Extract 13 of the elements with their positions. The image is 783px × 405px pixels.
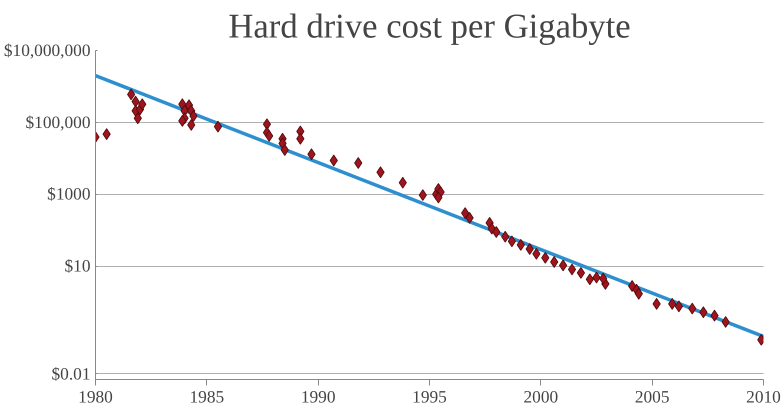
- x-tick-label: 1995: [412, 388, 447, 405]
- y-tick-label: $0.01: [52, 364, 91, 384]
- x-tick-label: 2010: [746, 388, 781, 405]
- y-tick-label: $1000: [47, 184, 91, 204]
- y-tick-label: $10,000,000: [4, 41, 90, 60]
- y-tick-label: $10: [64, 256, 91, 276]
- x-tick-label: 1980: [78, 388, 113, 405]
- y-tick-label: $100,000: [26, 112, 91, 132]
- x-tick-label: 2000: [524, 388, 558, 405]
- x-tick-label: 1990: [300, 388, 336, 405]
- chart-title: Hard drive cost per Gigabyte: [228, 8, 631, 46]
- x-tick-label: 1985: [190, 388, 224, 405]
- x-tick-label: 2005: [634, 388, 670, 405]
